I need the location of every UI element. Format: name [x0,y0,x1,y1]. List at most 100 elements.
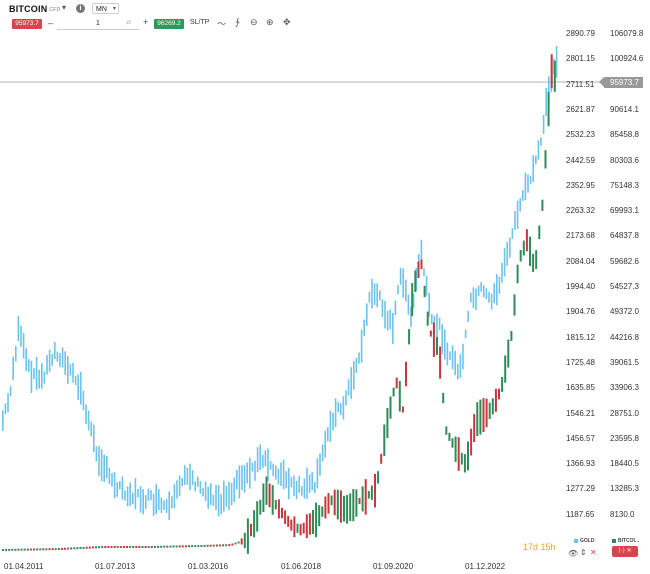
price-axis-right-label: 90614.1 [610,104,639,114]
indicators-icon[interactable]: ∱ [235,17,240,27]
bitcoin-candle [126,546,128,548]
gold-candle [480,281,482,292]
bitcoin-candle [408,329,411,345]
bitcoin-candle [467,441,469,471]
bitcoin-candle [491,398,494,415]
quantity-increase-button[interactable]: + [143,17,149,27]
gold-candle [527,174,529,193]
bitcoin-candle [104,546,107,548]
quantity-decrease-button[interactable]: – [48,18,54,28]
bitcoin-candle [265,476,268,505]
bitcoin-candle [553,60,556,92]
gold-candle [80,371,82,405]
gold-candle [189,463,191,491]
gold-candle [420,239,423,261]
gold-candle [113,472,116,499]
gold-candle [100,449,103,482]
gold-candle [7,393,9,413]
bitcoin-candle [181,545,184,548]
remove-bitcoin-button[interactable]: ⟨·⟩ ✕ [612,546,638,557]
gold-candle [514,211,516,230]
bitcoin-candle [485,398,488,428]
crosshair-icon[interactable]: ✥ [283,17,291,27]
bitcoin-candle [240,538,243,545]
gold-candle [119,481,121,490]
zoom-in-icon[interactable]: ⊕ [266,17,274,27]
symbol-chevron-down-icon[interactable]: ▾ [62,3,67,12]
gold-candle [306,467,308,499]
bitcoin-candle [445,426,448,435]
gold-candle [275,465,277,480]
bitcoin-candle [383,424,386,456]
timeframe-chevron-down-icon: ▾ [112,6,116,12]
bitcoin-candle [411,283,414,317]
bitcoin-candle [333,489,336,516]
bitcoin-candle [169,545,172,548]
bitcoin-candle [153,545,156,548]
bitcoin-candle [82,546,85,549]
remove-gold-icon[interactable]: ✕ [590,548,597,557]
gold-candle [178,475,181,496]
gold-candle [160,497,163,513]
gold-candle [9,386,12,397]
price-axis-left-label: 1456.57 [566,433,595,443]
gold-candle [147,488,150,501]
bitcoin-candle [8,548,11,551]
date-axis-label: 01.06.2018 [281,562,322,571]
zoom-out-icon[interactable]: ⊖ [250,17,258,27]
info-icon[interactable]: i [76,4,85,13]
gold-candle [43,371,46,384]
bitcoin-candle [550,54,553,89]
symbol-selector[interactable]: BITCOIN CFD [9,4,60,14]
bitcoin-candle [519,250,522,262]
gold-candle [386,310,389,331]
bitcoin-candle [442,392,445,404]
gold-candle [17,316,20,342]
gold-candle [498,276,501,294]
bitcoin-candle [48,548,51,551]
legend-bitcoin[interactable]: BITCOI... [612,538,639,544]
bitcoin-candle [473,414,476,442]
price-axis-left-label: 2621.87 [566,104,595,114]
buy-button[interactable]: 96269.2 [154,19,184,29]
timeframe-value: MN [96,6,107,13]
price-axis-left-label: 2263.32 [566,206,595,216]
gold-candle [368,291,371,303]
bitcoin-candle [256,501,259,532]
bitcoin-candle [494,388,497,412]
bitcoin-candle [336,489,339,520]
gold-candle [272,463,274,477]
bitcoin-candle [234,542,237,545]
bitcoin-candle [20,548,23,551]
bitcoin-candle [358,497,361,505]
bitcoin-candle [510,331,513,341]
line-chart-icon[interactable]: 〜 [217,19,227,29]
gold-candle [488,292,490,303]
bitcoin-candle [398,381,401,412]
bitcoin-series [2,54,556,554]
price-axis-left-label: 1725.48 [566,357,595,367]
price-axis-right-label: 64837.8 [610,231,639,241]
gold-candle [394,300,397,316]
timeframe-select[interactable]: MN ▾ [92,3,119,14]
swap-icon[interactable]: ⇄ [126,20,132,26]
price-axis-left-label: 2532.23 [566,130,595,140]
bitcoin-candle [73,547,76,550]
bitcoin-candle [113,546,116,548]
bitcoin-candle [355,489,358,517]
bitcoin-candle [405,361,407,387]
gold-candle [412,293,415,308]
legend-gold[interactable]: GOLD [574,538,594,544]
price-axis-right-label: 59682.6 [610,256,639,266]
gold-candle [509,237,511,258]
bitcoin-candle [76,547,79,550]
gold-candle [74,375,77,385]
reorder-icon[interactable]: ⇕ [580,548,587,557]
sltp-button[interactable]: SL/TP [190,19,210,26]
sell-button[interactable]: 95973.7 [12,19,42,29]
bitcoin-candle [259,499,262,515]
visibility-eye-icon[interactable]: 👁 [568,549,579,558]
quantity-input[interactable]: 1 [57,19,139,30]
gold-candle [511,228,514,239]
